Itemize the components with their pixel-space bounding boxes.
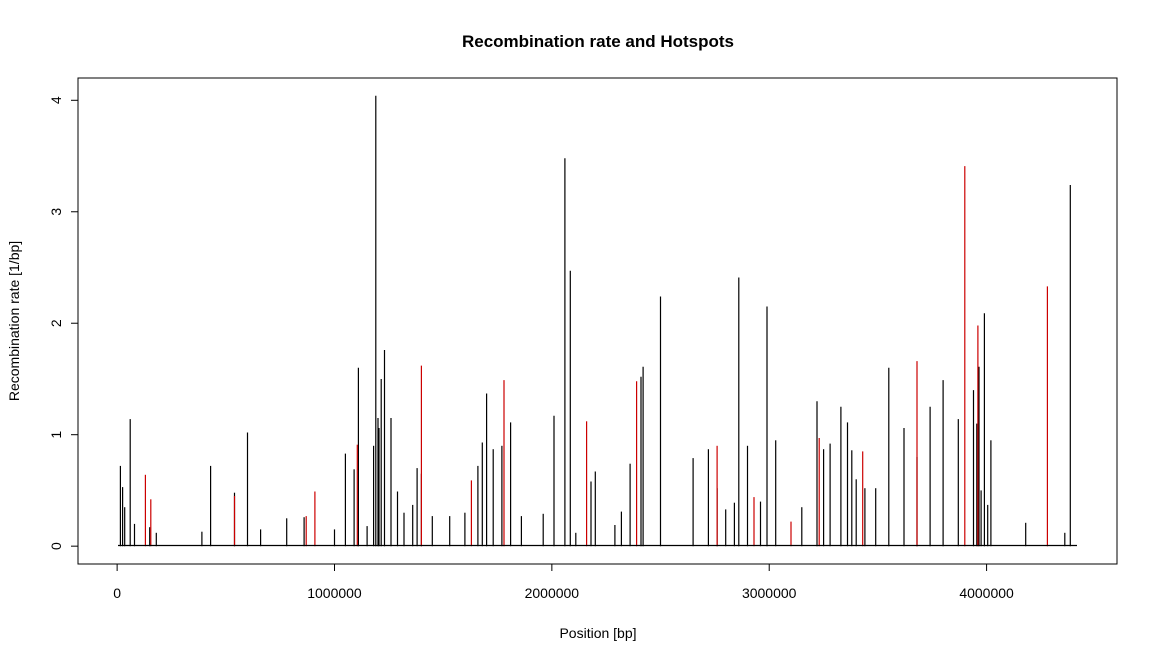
x-axis: 0 1000000 2000000 3000000 4000000 — [113, 563, 1014, 601]
x-tick-label-0: 0 — [113, 585, 121, 601]
data-spikes — [119, 95, 1071, 547]
y-tick-label-4: 4 — [48, 96, 64, 104]
x-tick-label-3: 3000000 — [742, 585, 797, 601]
x-axis-label: Position [bp] — [559, 625, 636, 641]
plot-frame — [77, 77, 1118, 565]
y-tick-label-3: 3 — [48, 208, 64, 216]
y-tick-label-1: 1 — [48, 431, 64, 439]
x-tick-label-2: 2000000 — [525, 585, 580, 601]
y-axis: 0 1 2 3 4 — [48, 96, 79, 550]
chart-title: Recombination rate and Hotspots — [462, 32, 734, 51]
x-tick-label-4: 4000000 — [959, 585, 1014, 601]
y-axis-label: Recombination rate [1/bp] — [6, 241, 22, 401]
y-tick-label-0: 0 — [48, 542, 64, 550]
x-tick-label-1: 1000000 — [307, 585, 362, 601]
y-tick-label-2: 2 — [48, 319, 64, 327]
